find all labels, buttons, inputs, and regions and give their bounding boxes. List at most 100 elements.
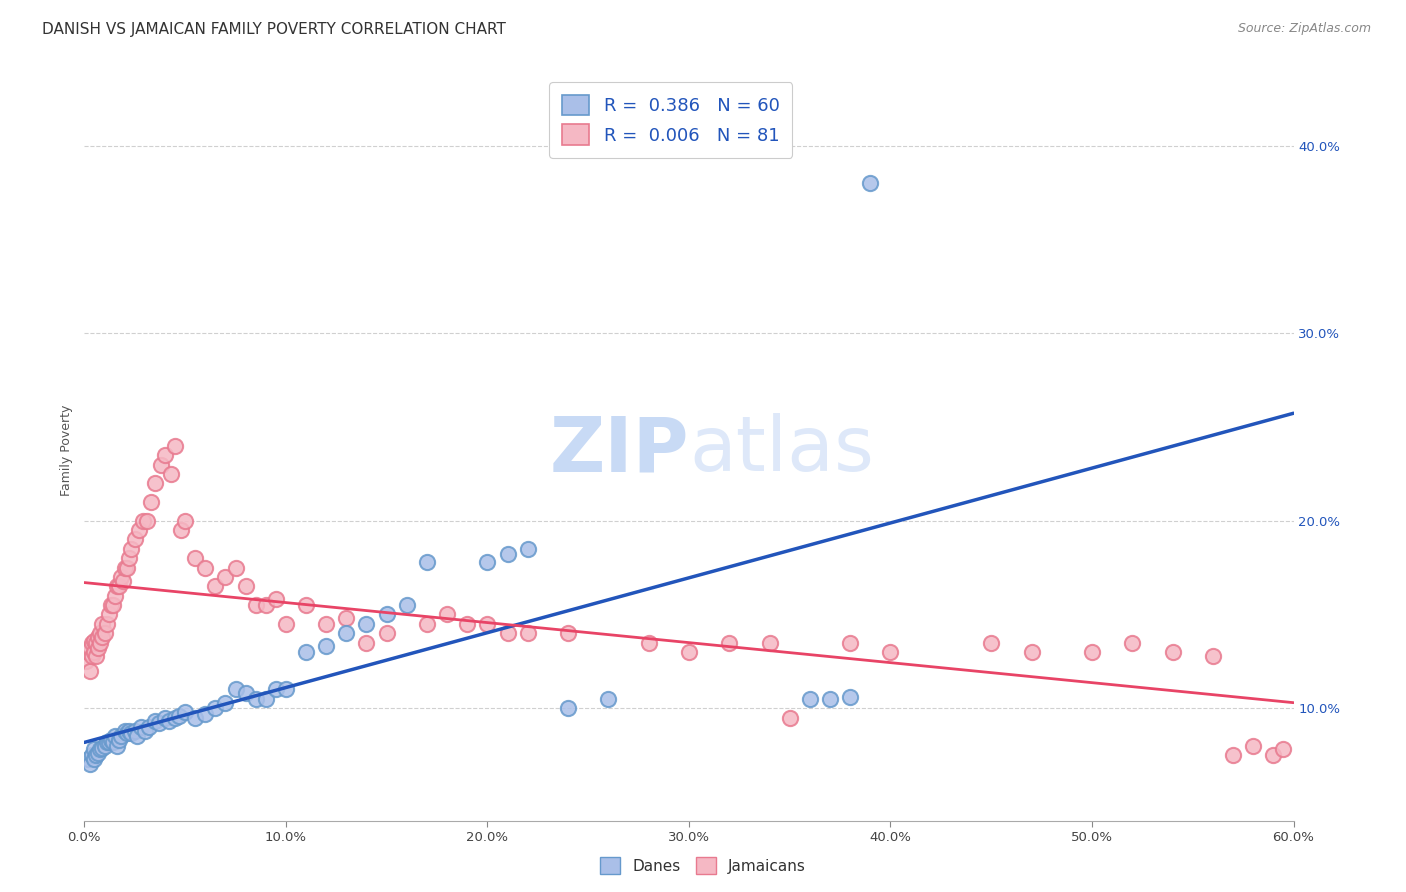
Point (86, 635, 108, 649)
Point (86, 648, 108, 663)
Point (135, 514, 157, 528)
Point (134, 723, 156, 738)
Point (395, 598, 418, 612)
Point (1161, 645, 1184, 659)
Point (718, 635, 741, 649)
Point (124, 723, 146, 738)
Point (254, 691, 277, 706)
Point (111, 574, 134, 588)
Point (225, 560, 247, 574)
Point (153, 448, 176, 462)
Point (89, 635, 111, 649)
Point (115, 725, 138, 739)
Point (184, 551, 207, 566)
Point (132, 514, 155, 528)
Point (128, 523, 150, 537)
Point (557, 626, 579, 640)
Point (82, 747, 104, 762)
Point (157, 714, 180, 729)
Point (274, 682, 297, 697)
Point (1121, 635, 1143, 649)
Point (184, 710, 207, 724)
Point (89, 742, 111, 756)
Point (356, 616, 378, 631)
Point (139, 495, 162, 509)
Point (235, 686, 257, 700)
Point (1081, 645, 1104, 659)
Point (165, 710, 187, 724)
Point (225, 682, 247, 697)
Point (91, 740, 114, 755)
Point (496, 548, 519, 562)
Point (124, 533, 146, 547)
Point (118, 723, 141, 738)
Point (235, 579, 257, 593)
Point (254, 598, 277, 612)
Point (138, 720, 160, 734)
Point (456, 616, 478, 631)
Point (110, 729, 132, 743)
Point (295, 598, 318, 612)
Y-axis label: Family Poverty: Family Poverty (60, 405, 73, 496)
Point (496, 626, 519, 640)
Text: Source: ZipAtlas.com: Source: ZipAtlas.com (1237, 22, 1371, 36)
Point (335, 611, 357, 625)
Point (160, 467, 183, 481)
Point (174, 705, 197, 719)
Point (110, 570, 132, 584)
Point (101, 735, 124, 749)
Point (477, 616, 499, 631)
Point (129, 720, 152, 734)
Point (149, 458, 172, 472)
Point (1241, 739, 1264, 753)
Point (107, 733, 129, 747)
Point (79, 641, 101, 656)
Point (637, 635, 659, 649)
Point (104, 729, 127, 743)
Point (335, 626, 357, 640)
Point (557, 701, 579, 715)
Point (264, 682, 287, 697)
Point (107, 579, 129, 593)
Point (194, 560, 217, 574)
Point (416, 555, 439, 569)
Point (86, 747, 108, 762)
Point (114, 560, 136, 574)
Text: DANISH VS JAMAICAN FAMILY POVERTY CORRELATION CHART: DANISH VS JAMAICAN FAMILY POVERTY CORREL… (42, 22, 506, 37)
Point (105, 579, 128, 593)
Text: atlas: atlas (689, 414, 873, 487)
Point (678, 645, 700, 659)
Point (375, 607, 398, 622)
Point (125, 729, 148, 743)
Point (83, 645, 105, 659)
Point (115, 560, 138, 574)
Point (104, 589, 127, 603)
Point (83, 752, 105, 766)
Point (87, 746, 110, 760)
Point (516, 626, 538, 640)
Point (77, 645, 100, 659)
Point (120, 541, 142, 556)
Point (97, 607, 120, 622)
Point (87, 630, 110, 644)
Point (100, 733, 122, 747)
Point (97, 735, 120, 749)
Point (818, 691, 841, 706)
Point (245, 691, 267, 706)
Point (375, 626, 398, 640)
Point (82, 635, 104, 649)
Point (79, 757, 101, 772)
Point (143, 714, 166, 729)
Point (758, 635, 780, 649)
Text: ZIP: ZIP (550, 414, 689, 487)
Point (167, 708, 190, 723)
Point (245, 598, 267, 612)
Point (264, 592, 287, 607)
Point (83, 742, 105, 756)
Point (1202, 648, 1225, 663)
Point (170, 523, 193, 537)
Point (799, 691, 821, 706)
Point (101, 598, 124, 612)
Point (1263, 747, 1285, 762)
Legend: R =  0.386   N = 60, R =  0.006   N = 81: R = 0.386 N = 60, R = 0.006 N = 81 (550, 82, 792, 158)
